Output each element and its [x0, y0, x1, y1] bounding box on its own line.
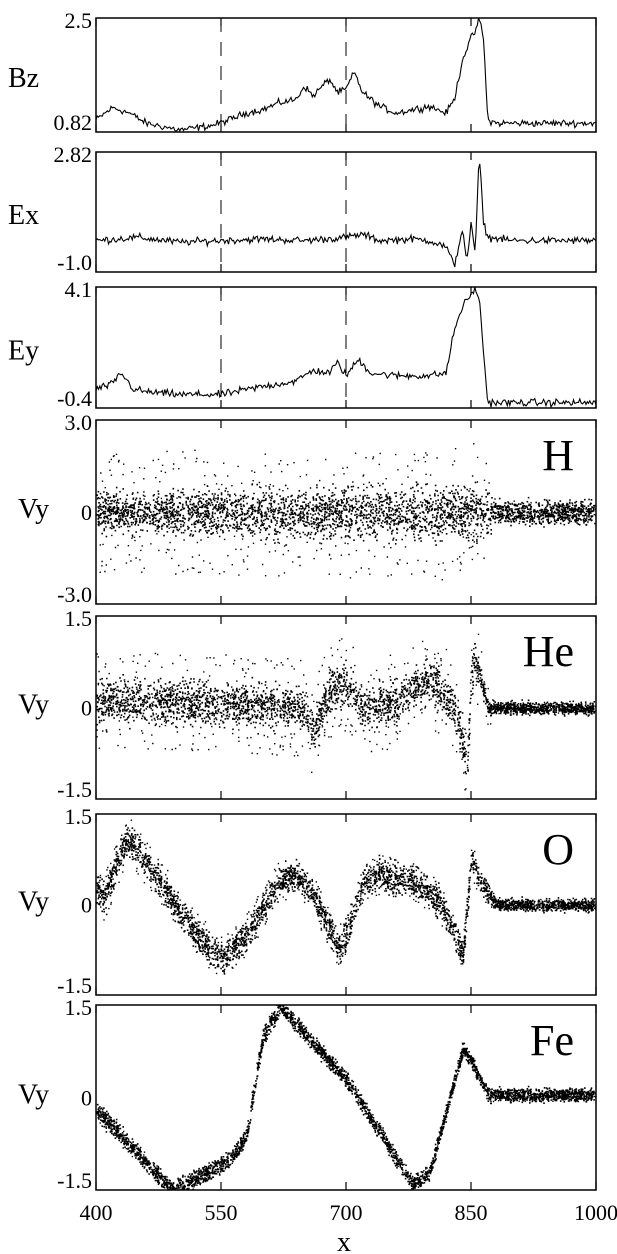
y-tick-label-bottom-h: -3.0	[57, 582, 92, 607]
series-line-ey	[96, 287, 596, 408]
scatter-points-o	[96, 819, 596, 975]
y-axis-label-he: Vy	[18, 690, 49, 721]
y-tick-label-top-ex: 2.82	[54, 142, 93, 167]
y-tick-label-zero-fe: 0	[81, 1086, 92, 1111]
y-axis-label-h: Vy	[18, 494, 49, 525]
scatter-outliers-h	[99, 443, 595, 581]
scatter-core-he	[96, 643, 596, 774]
y-tick-label-top-o: 1.5	[65, 804, 93, 829]
y-axis-label-ex: Ex	[8, 200, 39, 231]
x-tick-label: 550	[205, 1200, 238, 1225]
species-label-he: He	[523, 627, 574, 676]
scatter-core-fe	[96, 1005, 596, 1190]
scatter-points-fe	[96, 1005, 596, 1190]
y-tick-label-zero-h: 0	[81, 500, 92, 525]
y-tick-label-top-fe: 1.5	[65, 995, 93, 1020]
y-tick-label-top-h: 3.0	[65, 410, 93, 435]
y-axis-label-o: Vy	[18, 887, 49, 918]
scatter-core-o	[96, 827, 596, 975]
series-line-bz	[96, 18, 596, 132]
x-tick-label: 400	[80, 1200, 113, 1225]
species-label-h: H	[542, 431, 574, 480]
y-tick-label-zero-he: 0	[81, 696, 92, 721]
scatter-points-he	[96, 633, 596, 799]
series-line-ex	[96, 163, 596, 268]
scatter-outliers-fe	[99, 1005, 595, 1190]
scatter-core-h	[96, 481, 596, 546]
x-tick-label: 700	[330, 1200, 363, 1225]
y-tick-label-bottom-o: -1.5	[57, 973, 92, 998]
y-axis-label-ey: Ey	[8, 336, 39, 367]
y-tick-label-bottom-ex: -1.0	[57, 250, 92, 275]
y-tick-label-zero-o: 0	[81, 893, 92, 918]
y-tick-label-bottom-fe: -1.5	[57, 1168, 92, 1193]
scatter-points-h	[96, 443, 596, 581]
x-axis-label: x	[337, 1227, 351, 1254]
species-label-fe: Fe	[530, 1016, 574, 1065]
x-tick-label: 850	[455, 1200, 488, 1225]
y-tick-label-top-bz: 2.5	[65, 8, 93, 33]
y-tick-label-bottom-bz: 0.82	[54, 110, 93, 135]
species-label-o: O	[542, 825, 574, 874]
y-tick-label-top-he: 1.5	[65, 606, 93, 631]
y-tick-label-bottom-he: -1.5	[57, 777, 92, 802]
y-axis-label-fe: Vy	[18, 1080, 49, 1111]
y-tick-label-top-ey: 4.1	[65, 277, 93, 302]
y-axis-label-bz: Bz	[8, 63, 39, 94]
y-tick-label-bottom-ey: -0.4	[57, 386, 92, 411]
x-tick-label: 1000	[574, 1200, 617, 1225]
